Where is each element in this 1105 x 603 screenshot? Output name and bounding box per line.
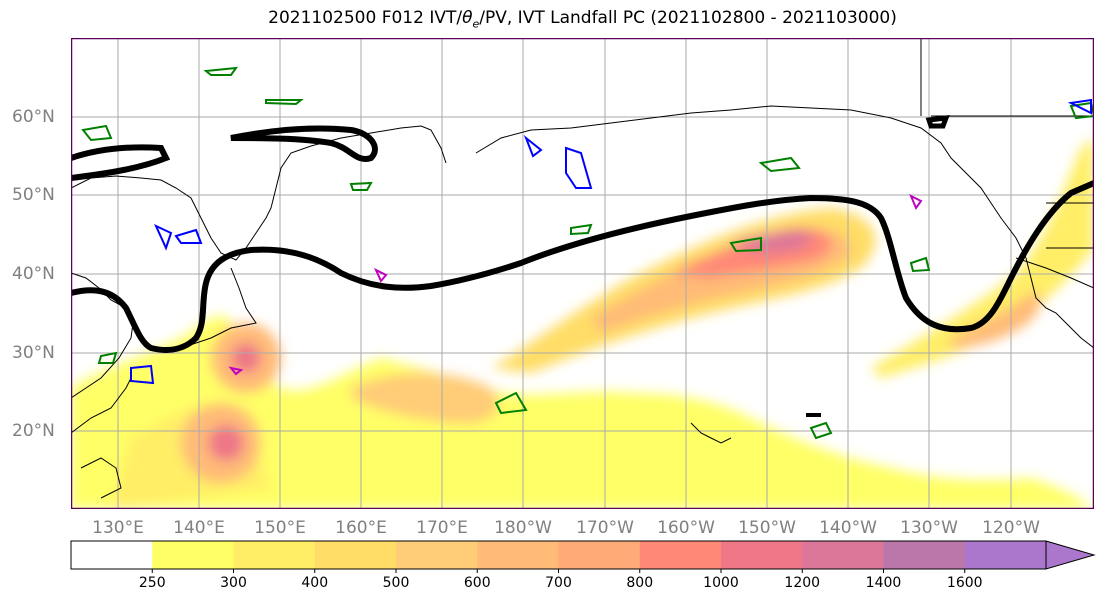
latitude-label: 20°N — [12, 421, 55, 441]
latitude-label: 30°N — [12, 343, 55, 363]
longitude-label: 130°E — [92, 518, 144, 538]
latitude-label: 50°N — [12, 185, 55, 205]
colorbar-tick-label: 500 — [382, 575, 410, 591]
colorbar-segment — [883, 541, 966, 569]
colorbar-segment — [233, 541, 316, 569]
colorbar-tick-label: 400 — [301, 575, 329, 591]
ivt-map — [71, 38, 1094, 509]
colorbar-segment — [477, 541, 559, 569]
map-frame-border — [71, 38, 1094, 509]
colorbar-tick-label: 250 — [138, 575, 166, 591]
colorbar-segment — [721, 541, 803, 569]
longitude-label: 150°W — [738, 518, 796, 538]
landfall-pc-contour-north — [71, 125, 378, 181]
longitude-label: 160°W — [657, 518, 715, 538]
colorbar-tick-label: 300 — [220, 575, 247, 591]
colorbar — [0, 536, 1105, 603]
pv-contours — [130, 98, 1092, 385]
colorbar-segment — [964, 541, 1047, 569]
colorbar-bar — [70, 540, 1096, 573]
colorbar-segment — [558, 541, 641, 569]
longitude-label: 170°W — [576, 518, 634, 538]
colorbar-segment — [639, 541, 722, 569]
map-panel — [71, 38, 1094, 509]
colorbar-tick-label: 1600 — [946, 575, 983, 591]
longitude-label: 120°W — [982, 518, 1040, 538]
colorbar-segment — [314, 541, 397, 569]
title-prefix: 2021102500 F012 IVT/ — [268, 8, 463, 28]
figure-title: 2021102500 F012 IVT/θe/PV, IVT Landfall … — [0, 8, 1105, 30]
colorbar-segment — [71, 541, 153, 569]
colorbar-tick-label: 1200 — [784, 575, 821, 591]
longitude-label: 160°E — [335, 518, 387, 538]
colorbar-tick-label: 1000 — [703, 575, 739, 591]
longitude-label: 140°W — [819, 518, 877, 538]
landfall-pc-contour — [71, 180, 1094, 353]
title-suffix: /PV, IVT Landfall PC (2021102800 - 20211… — [479, 8, 897, 28]
title-theta: θ — [462, 8, 473, 28]
colorbar-segment — [802, 541, 884, 569]
colorbar-segment — [396, 541, 478, 569]
colorbar-tick-label: 600 — [463, 575, 491, 591]
longitude-label: 170°E — [416, 518, 468, 538]
colorbar-tick-label: 1400 — [865, 575, 902, 591]
longitude-label: 130°W — [900, 518, 958, 538]
landfall-pc-contour-alaska — [925, 115, 950, 129]
latitude-label: 40°N — [12, 264, 55, 284]
colorbar-tick-label: 800 — [626, 575, 654, 591]
theta-e-contours — [81, 66, 1094, 440]
colorbar-extend-arrow — [1045, 540, 1096, 570]
colorbar-tick-label: 700 — [545, 575, 572, 591]
longitude-label: 150°E — [254, 518, 306, 538]
colorbar-segment — [152, 541, 234, 569]
gridlines — [71, 38, 1094, 509]
longitude-label: 140°E — [173, 518, 225, 538]
pv-contours-magenta — [228, 193, 923, 376]
latitude-label: 60°N — [12, 107, 55, 127]
longitude-label: 180°W — [494, 518, 552, 538]
title-theta-sub: e — [472, 17, 480, 31]
